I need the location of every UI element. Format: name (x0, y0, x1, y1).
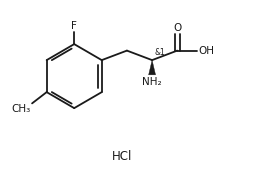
Text: &1: &1 (154, 48, 165, 57)
Polygon shape (149, 60, 156, 75)
Text: CH₃: CH₃ (11, 104, 31, 114)
Text: OH: OH (198, 46, 214, 56)
Text: O: O (173, 23, 181, 33)
Text: F: F (71, 21, 77, 31)
Text: NH₂: NH₂ (142, 77, 162, 87)
Text: HCl: HCl (112, 150, 132, 163)
